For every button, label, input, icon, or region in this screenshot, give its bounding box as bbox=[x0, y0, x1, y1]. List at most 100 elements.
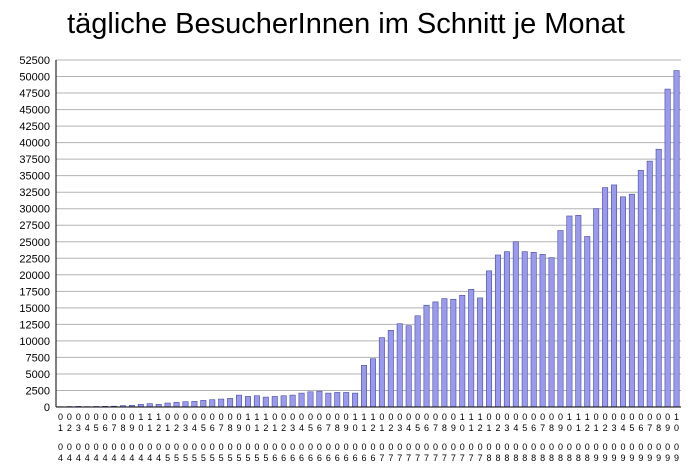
bar bbox=[584, 236, 591, 408]
y-tick-label: 40000 bbox=[19, 138, 50, 150]
bar bbox=[289, 394, 296, 408]
y-tick-labels: 0 2500 5000 7500 10000 12500 15000 17500 20000 22… bbox=[19, 55, 50, 414]
bar bbox=[602, 187, 609, 408]
y-tick-label: 22500 bbox=[19, 253, 50, 265]
bar bbox=[316, 390, 323, 408]
bar bbox=[486, 270, 493, 408]
bar bbox=[575, 215, 582, 408]
bar bbox=[637, 170, 644, 408]
bar bbox=[236, 394, 243, 408]
bar bbox=[468, 289, 475, 408]
chart-title: tägliche BesucherInnen im Schnitt je Mon… bbox=[67, 8, 625, 40]
bar bbox=[441, 298, 448, 408]
y-tick-label: 2500 bbox=[26, 385, 50, 397]
bar bbox=[262, 396, 269, 408]
bar bbox=[450, 298, 457, 408]
bar bbox=[405, 325, 412, 408]
bar bbox=[334, 392, 341, 408]
bar bbox=[539, 254, 546, 408]
y-tick-label: 37500 bbox=[19, 154, 50, 166]
y-tick-label: 5000 bbox=[26, 369, 50, 381]
bar bbox=[378, 337, 385, 408]
bar bbox=[325, 392, 332, 408]
bar bbox=[218, 398, 225, 408]
bar bbox=[423, 304, 430, 408]
bar bbox=[521, 251, 528, 408]
bar bbox=[387, 330, 394, 408]
bar bbox=[396, 323, 403, 408]
y-tick-label: 45000 bbox=[19, 105, 50, 117]
bars bbox=[57, 70, 680, 408]
x-tick-labels: 0 1 0 4 0 2 0 4 0 3 0 4 0 4 0 4 0 5 0 4 0 6 0 4 0 7 0 40 8 0 4 0 9 0 4 1 0 0 4… bbox=[58, 412, 679, 463]
bar bbox=[307, 391, 314, 408]
bar bbox=[646, 160, 653, 408]
axes bbox=[55, 60, 681, 408]
y-tick-label: 17500 bbox=[19, 286, 50, 298]
bar bbox=[271, 396, 278, 408]
bar bbox=[343, 392, 350, 408]
y-tick-label: 10000 bbox=[19, 336, 50, 348]
y-tick-label: 20000 bbox=[19, 270, 50, 282]
y-tick-label: 50000 bbox=[19, 72, 50, 84]
y-tick-label: 12500 bbox=[19, 319, 50, 331]
y-tick-label: 0 bbox=[44, 402, 50, 414]
bar bbox=[298, 392, 305, 408]
bar bbox=[628, 193, 635, 408]
bar bbox=[512, 241, 519, 408]
y-tick-label: 47500 bbox=[19, 88, 50, 100]
bar bbox=[548, 257, 555, 408]
bar bbox=[459, 294, 466, 408]
bar bbox=[280, 395, 287, 408]
bar bbox=[182, 401, 189, 408]
y-tick-label: 30000 bbox=[19, 204, 50, 216]
y-tick-label: 32500 bbox=[19, 187, 50, 199]
bar bbox=[611, 184, 618, 408]
bar bbox=[655, 148, 662, 408]
bar bbox=[530, 252, 537, 408]
bar bbox=[593, 208, 600, 408]
bar bbox=[477, 297, 484, 408]
y-tick-label: 35000 bbox=[19, 171, 50, 183]
y-tick-label: 27500 bbox=[19, 220, 50, 232]
